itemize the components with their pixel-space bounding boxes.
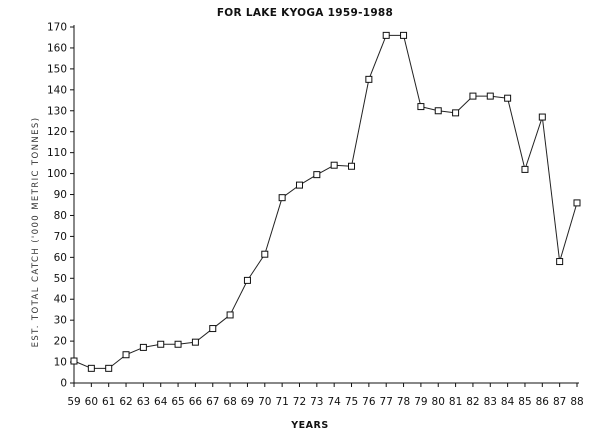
series-segment — [559, 202, 578, 262]
x-tick-label: 85 — [518, 396, 531, 408]
data-point-marker — [105, 364, 113, 372]
data-point-marker — [122, 351, 130, 359]
x-tick-label: 86 — [536, 396, 550, 408]
series-segment — [351, 79, 370, 167]
data-point-marker — [469, 92, 477, 100]
x-tick-label: 59 — [67, 396, 80, 408]
data-point-marker — [313, 171, 321, 179]
series-segment — [403, 35, 422, 107]
x-tick-label: 81 — [449, 396, 462, 408]
x-tick-label: 88 — [570, 396, 583, 408]
x-tick-label: 83 — [484, 396, 497, 408]
data-point-marker — [261, 250, 269, 258]
x-tick-label: 61 — [102, 396, 115, 408]
y-tick-label: 20 — [54, 336, 67, 348]
data-point-marker — [538, 113, 546, 121]
x-tick-label: 80 — [432, 396, 445, 408]
series-segment — [524, 116, 543, 170]
series-segment — [229, 280, 248, 316]
data-point-marker — [295, 181, 303, 189]
data-point-marker — [504, 94, 512, 102]
data-point-marker — [278, 194, 286, 202]
x-axis-ticks: 59 60 61 62 63 64 65 66 67 68 69 70 71 72 73 74 75 76 77 78… — [67, 383, 584, 408]
data-point-marker — [400, 31, 408, 39]
x-tick-label: 63 — [137, 396, 150, 408]
y-tick-label: 10 — [54, 357, 67, 369]
data-point-marker — [87, 364, 95, 372]
x-tick-label: 68 — [223, 396, 236, 408]
x-tick-label: 75 — [345, 396, 358, 408]
y-tick-label: 110 — [47, 147, 67, 159]
series-segment — [507, 98, 526, 170]
y-tick-label: 120 — [47, 126, 67, 138]
x-tick-label: 84 — [501, 396, 515, 408]
y-tick-label: 80 — [54, 210, 67, 222]
axes — [73, 25, 579, 384]
x-tick-label: 67 — [206, 396, 219, 408]
data-point-marker — [417, 103, 425, 111]
y-tick-label: 100 — [47, 168, 67, 180]
series-segment — [264, 197, 283, 255]
data-point-marker — [434, 107, 442, 115]
x-tick-label: 64 — [154, 396, 168, 408]
x-tick-label: 74 — [327, 396, 341, 408]
data-point-marker — [139, 343, 147, 351]
y-tick-label: 50 — [54, 273, 67, 285]
y-tick-label: 160 — [47, 42, 67, 54]
data-point-marker — [157, 340, 165, 348]
data-point-marker — [452, 109, 460, 117]
data-point-marker — [226, 311, 234, 319]
data-point-marker — [243, 276, 251, 284]
series-segment — [247, 253, 266, 281]
series-segment — [368, 35, 387, 80]
series-line — [73, 34, 578, 369]
y-tick-label: 170 — [47, 22, 67, 34]
data-point-marker — [486, 92, 494, 100]
x-tick-label: 82 — [466, 396, 479, 408]
data-point-marker — [348, 162, 356, 170]
x-tick-label: 69 — [241, 396, 254, 408]
x-tick-label: 78 — [397, 396, 410, 408]
y-axis-ticks: 0 10 20 30 40 50 60 70 80 90 100 110 120 130 140 150 160… — [47, 22, 74, 390]
data-point-marker — [330, 161, 338, 169]
y-tick-label: 130 — [47, 105, 67, 117]
x-tick-label: 76 — [362, 396, 376, 408]
x-axis-label: YEARS — [290, 420, 328, 431]
y-tick-label: 140 — [47, 84, 67, 96]
data-point-marker — [573, 199, 581, 207]
data-point-marker — [70, 357, 78, 365]
y-tick-label: 60 — [54, 252, 67, 264]
x-tick-label: 72 — [293, 396, 306, 408]
y-axis-label: EST. TOTAL CATCH ('000 METRIC TONNES) — [31, 117, 41, 348]
data-point-marker — [521, 165, 529, 173]
data-point-marker — [174, 340, 182, 348]
y-tick-label: 30 — [54, 315, 67, 327]
x-tick-label: 66 — [189, 396, 203, 408]
x-tick-label: 70 — [258, 396, 271, 408]
series-markers — [70, 31, 581, 372]
x-tick-label: 77 — [380, 396, 393, 408]
y-tick-label: 40 — [54, 294, 67, 306]
y-tick-label: 90 — [54, 189, 67, 201]
x-tick-label: 65 — [171, 396, 184, 408]
x-tick-label: 87 — [553, 396, 566, 408]
y-tick-label: 70 — [54, 231, 67, 243]
y-tick-label: 0 — [60, 378, 67, 390]
data-point-marker — [209, 325, 217, 333]
x-tick-label: 79 — [414, 396, 427, 408]
x-tick-label: 60 — [85, 396, 98, 408]
x-tick-label: 73 — [310, 396, 323, 408]
x-tick-label: 71 — [275, 396, 288, 408]
data-point-marker — [365, 75, 373, 83]
x-tick-label: 62 — [119, 396, 132, 408]
series-segment — [541, 116, 561, 262]
data-point-marker — [382, 31, 390, 39]
chart-title: FOR LAKE KYOGA 1959-1988 — [217, 7, 393, 19]
data-point-marker — [191, 338, 199, 346]
y-tick-label: 150 — [47, 63, 67, 75]
data-point-marker — [556, 258, 564, 266]
